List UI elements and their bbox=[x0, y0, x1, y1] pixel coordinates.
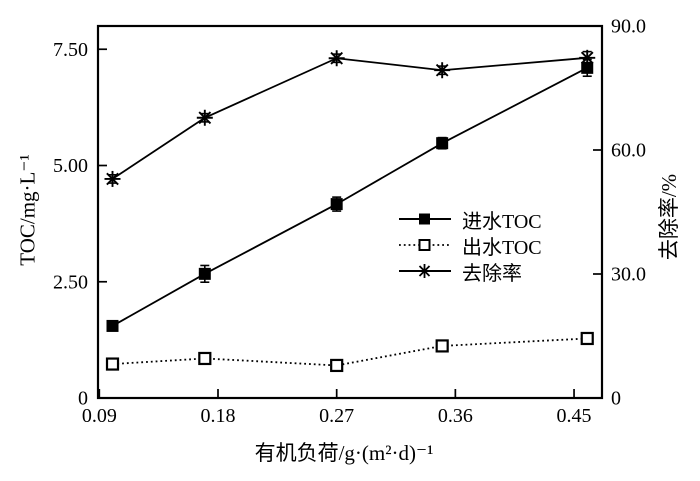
x-axis-tick-label: 0.45 bbox=[557, 405, 592, 427]
chart-legend: 进水TOC 出水TOC 去除率 bbox=[398, 207, 542, 285]
y-axis-right-tick-label: 60.0 bbox=[611, 140, 646, 162]
asterisk-marker-icon bbox=[399, 264, 451, 278]
y-axis-right-tick-label: 0 bbox=[611, 388, 621, 410]
open-square-marker bbox=[435, 339, 449, 353]
open-square-marker bbox=[330, 358, 344, 373]
x-axis-tick-label: 0.09 bbox=[82, 405, 117, 427]
legend-label: 去除率 bbox=[462, 262, 522, 285]
legend-item-inlet-toc: 进水TOC bbox=[398, 207, 542, 233]
x-axis-tick-label: 0.18 bbox=[201, 405, 236, 427]
y-axis-right-title: 去除率/% bbox=[657, 173, 681, 261]
series-line-去除率 bbox=[112, 56, 588, 180]
open-square-marker bbox=[105, 357, 120, 371]
legend-label: 进水TOC bbox=[462, 210, 542, 233]
asterisk-marker bbox=[198, 111, 212, 125]
filled-square-marker bbox=[198, 267, 211, 280]
legend-item-outlet-toc: 出水TOC bbox=[398, 233, 542, 259]
asterisk-marker bbox=[330, 51, 344, 65]
open-square-marker-icon bbox=[399, 239, 451, 251]
filled-square-marker-icon bbox=[399, 213, 451, 225]
y-axis-left-title: TOC/mg·L⁻¹ bbox=[15, 154, 40, 266]
series-line-进水TOC bbox=[112, 67, 588, 327]
series-line-出水TOC bbox=[112, 337, 588, 367]
y-axis-left-tick-label: 7.50 bbox=[53, 39, 88, 61]
legend-label: 出水TOC bbox=[462, 236, 542, 259]
y-axis-right-tick-label: 90.0 bbox=[611, 16, 646, 38]
open-square-marker bbox=[198, 351, 212, 366]
x-axis-tick-label: 0.27 bbox=[319, 405, 354, 427]
y-axis-left-tick-label: 0 bbox=[78, 388, 88, 410]
filled-square-marker bbox=[330, 198, 343, 211]
asterisk-marker bbox=[435, 63, 449, 77]
asterisk-marker bbox=[106, 172, 119, 186]
open-square-marker bbox=[580, 331, 594, 346]
filled-square-marker bbox=[581, 61, 594, 74]
y-axis-left-tick-label: 5.00 bbox=[53, 155, 88, 177]
x-axis-title: 有机负荷/g·(m²·d)⁻¹ bbox=[254, 441, 434, 465]
filled-square-marker bbox=[106, 319, 119, 332]
legend-item-removal-rate: 去除率 bbox=[398, 259, 542, 285]
asterisk-marker bbox=[580, 51, 594, 65]
filled-square-marker bbox=[436, 137, 449, 150]
x-axis-tick-label: 0.36 bbox=[438, 405, 473, 427]
y-axis-left-tick-label: 2.50 bbox=[53, 271, 88, 293]
plot-frame bbox=[96, 24, 604, 400]
y-axis-right-tick-label: 30.0 bbox=[611, 264, 646, 286]
